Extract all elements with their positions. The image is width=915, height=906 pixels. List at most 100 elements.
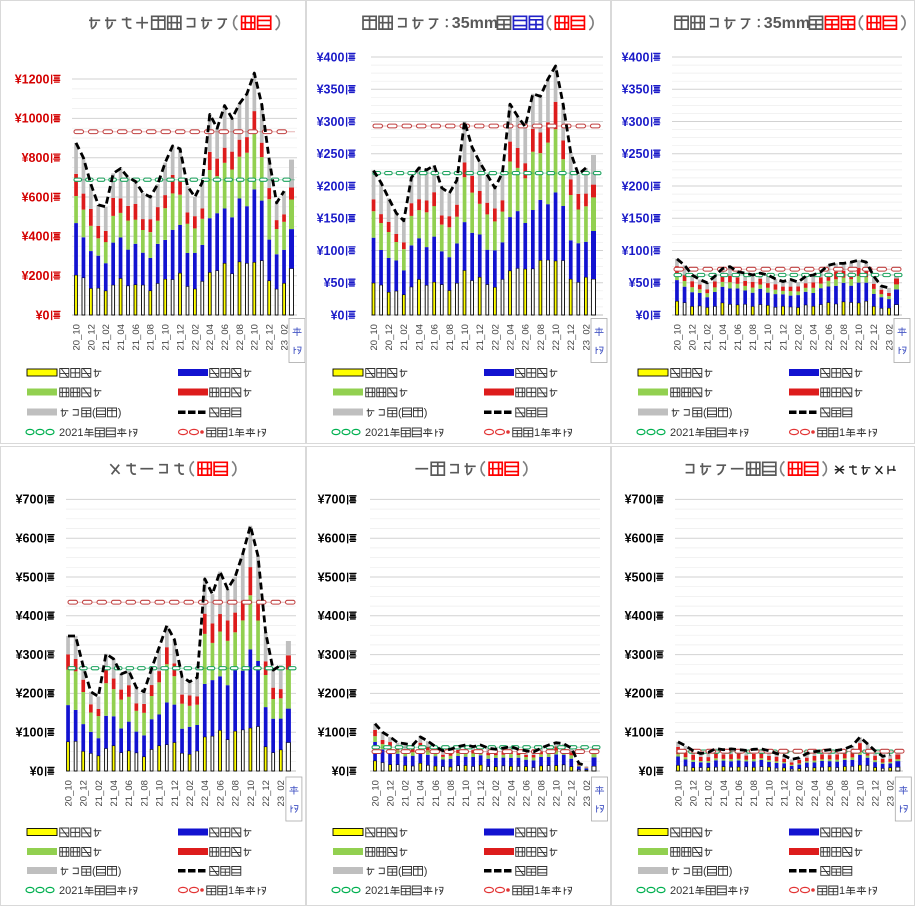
svg-text:21_08: 21_08: [446, 780, 457, 806]
svg-text:22_06: 22_06: [521, 324, 532, 350]
svg-text:22_06: 22_06: [825, 780, 836, 806]
svg-text:20_12: 20_12: [86, 324, 97, 350]
svg-text:¥600: ¥600: [625, 532, 653, 546]
svg-text:¥0: ¥0: [636, 308, 650, 322]
svg-text:¥0: ¥0: [36, 308, 50, 322]
svg-text:22_08: 22_08: [537, 780, 548, 806]
svg-text:35mm: 35mm: [764, 15, 810, 32]
svg-text:22_10: 22_10: [250, 324, 261, 350]
svg-text:¥400: ¥400: [622, 50, 650, 64]
svg-text:21_08: 21_08: [748, 324, 759, 350]
svg-text:¥0: ¥0: [639, 764, 653, 778]
svg-text:¥600: ¥600: [16, 532, 44, 546]
svg-text:¥300: ¥300: [318, 648, 346, 662]
svg-text:2021: 2021: [365, 427, 389, 439]
svg-text:20_10: 20_10: [672, 324, 683, 350]
svg-text:22_04: 22_04: [506, 780, 517, 806]
svg-text:23_02: 23_02: [886, 780, 897, 806]
svg-text:¥300: ¥300: [622, 115, 650, 129]
svg-text:¥300: ¥300: [317, 115, 345, 129]
svg-text:22_06: 22_06: [220, 324, 231, 350]
svg-text:22_12: 22_12: [265, 324, 276, 350]
svg-text:21_04: 21_04: [718, 324, 729, 350]
svg-text:): ): [118, 407, 122, 419]
svg-text:20_12: 20_12: [386, 780, 397, 806]
svg-text:22_06: 22_06: [215, 780, 226, 806]
svg-text:21_08: 21_08: [146, 324, 157, 350]
svg-text:21_12: 21_12: [778, 324, 789, 350]
svg-text:¥800: ¥800: [22, 151, 50, 165]
svg-text:): ): [424, 407, 428, 419]
svg-text:¥200: ¥200: [16, 687, 44, 701]
svg-text:22_08: 22_08: [840, 780, 851, 806]
svg-text:21_02: 21_02: [704, 780, 715, 806]
svg-text:¥200: ¥200: [317, 179, 345, 193]
svg-text:): ): [729, 866, 733, 878]
svg-text:2021: 2021: [59, 885, 83, 897]
svg-text:23_02: 23_02: [280, 324, 291, 350]
svg-text:¥400: ¥400: [16, 609, 44, 623]
svg-text:¥100: ¥100: [317, 244, 345, 258]
svg-text:22_02: 22_02: [794, 324, 805, 350]
svg-text:23_02: 23_02: [582, 780, 593, 806]
svg-text:22_04: 22_04: [505, 324, 516, 350]
svg-text:(: (: [703, 407, 707, 419]
svg-text:20_12: 20_12: [688, 324, 699, 350]
svg-text:22_02: 22_02: [491, 780, 502, 806]
svg-text:22_12: 22_12: [871, 780, 882, 806]
svg-text:¥700: ¥700: [625, 493, 653, 507]
svg-text:22_06: 22_06: [521, 780, 532, 806]
svg-text:¥500: ¥500: [318, 570, 346, 584]
svg-text:(: (: [92, 866, 96, 878]
svg-text:22_04: 22_04: [809, 324, 820, 350]
svg-text:20_12: 20_12: [689, 780, 700, 806]
svg-text:1: 1: [534, 427, 540, 439]
svg-text:21_06: 21_06: [733, 324, 744, 350]
svg-text:22_08: 22_08: [231, 780, 242, 806]
svg-text:1: 1: [839, 885, 845, 897]
svg-text:22_10: 22_10: [854, 324, 865, 350]
svg-text:22_10: 22_10: [246, 780, 257, 806]
svg-text:¥350: ¥350: [317, 83, 345, 97]
svg-text:21_06: 21_06: [430, 324, 441, 350]
svg-text:): ): [118, 866, 122, 878]
svg-text:2021: 2021: [670, 427, 694, 439]
svg-text:¥250: ¥250: [317, 147, 345, 161]
svg-text:22_04: 22_04: [200, 780, 211, 806]
svg-text:22_02: 22_02: [490, 324, 501, 350]
svg-text:2021: 2021: [365, 885, 389, 897]
svg-text:21_10: 21_10: [155, 780, 166, 806]
svg-text:21_06: 21_06: [734, 780, 745, 806]
svg-text:22_02: 22_02: [795, 780, 806, 806]
svg-text:23_02: 23_02: [581, 324, 592, 350]
svg-text:20_10: 20_10: [63, 780, 74, 806]
svg-text:1: 1: [534, 885, 540, 897]
svg-text:¥600: ¥600: [22, 190, 50, 204]
svg-text:20_10: 20_10: [370, 780, 381, 806]
svg-text:¥200: ¥200: [625, 687, 653, 701]
svg-text:2021: 2021: [59, 427, 83, 439]
svg-text:¥100: ¥100: [16, 726, 44, 740]
svg-text:22_02: 22_02: [185, 780, 196, 806]
svg-text:¥0: ¥0: [30, 764, 44, 778]
svg-text:¥500: ¥500: [16, 570, 44, 584]
svg-text:21_12: 21_12: [175, 324, 186, 350]
svg-text:¥400: ¥400: [22, 230, 50, 244]
svg-text:21_06: 21_06: [131, 324, 142, 350]
svg-text:22_04: 22_04: [810, 780, 821, 806]
svg-text:21_08: 21_08: [445, 324, 456, 350]
svg-text:(: (: [703, 866, 707, 878]
svg-text:¥300: ¥300: [625, 648, 653, 662]
svg-text:(: (: [398, 407, 402, 419]
svg-text:20_10: 20_10: [369, 324, 380, 350]
svg-text:1: 1: [839, 427, 845, 439]
svg-text:21_10: 21_10: [161, 324, 172, 350]
svg-text:21_02: 21_02: [703, 324, 714, 350]
svg-text:¥100: ¥100: [625, 726, 653, 740]
svg-text:22_12: 22_12: [567, 780, 578, 806]
svg-text:¥300: ¥300: [16, 648, 44, 662]
svg-text:21_12: 21_12: [475, 324, 486, 350]
svg-text:21_10: 21_10: [763, 324, 774, 350]
svg-text:21_02: 21_02: [101, 324, 112, 350]
svg-text:¥200: ¥200: [22, 269, 50, 283]
